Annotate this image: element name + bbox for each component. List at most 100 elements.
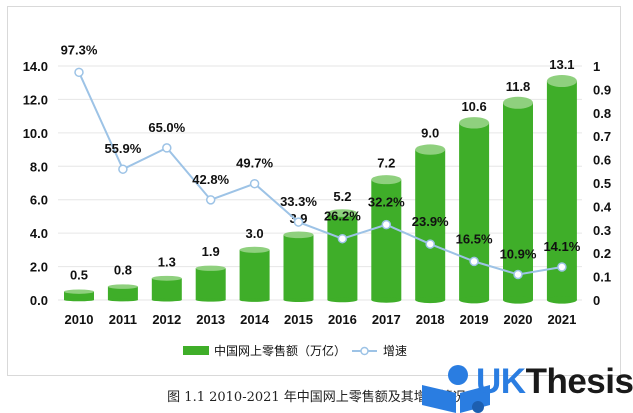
y-left-tick-label: 10.0 [23, 126, 48, 141]
bar-value-label: 13.1 [549, 57, 574, 72]
bar-base [107, 298, 138, 302]
y-left-tick-label: 2.0 [30, 260, 48, 275]
bar-base [415, 296, 446, 304]
bar [459, 122, 490, 300]
bar-top [64, 289, 94, 294]
legend-marker-line [360, 346, 369, 356]
y-right-tick-label: 0.7 [593, 129, 611, 144]
bar-value-label: 0.5 [70, 268, 88, 283]
y-left-tick-label: 14.0 [23, 59, 48, 74]
x-tick-label: 2014 [240, 312, 270, 327]
bar-base [64, 298, 94, 302]
y-right-tick-label: 0.9 [593, 82, 611, 97]
growth-point [425, 239, 435, 249]
bar-base [503, 296, 533, 304]
bar-value-label: 0.8 [114, 263, 132, 278]
bar [195, 268, 226, 300]
watermark-text: UKThesis [476, 362, 633, 401]
bar-top [415, 144, 446, 155]
bar-base [459, 296, 490, 304]
bar-value-label: 5.2 [333, 189, 351, 204]
growth-value-label: 32.2% [368, 195, 405, 210]
growth-point [557, 262, 567, 272]
bar-top [503, 96, 533, 109]
growth-value-label: 65.0% [148, 120, 185, 135]
y-right-tick-label: 0.1 [593, 270, 611, 285]
growth-point [74, 67, 84, 78]
x-tick-label: 2011 [109, 312, 137, 327]
y-left-tick-label: 4.0 [30, 226, 48, 241]
x-tick-label: 2018 [416, 312, 445, 327]
y-right-tick-label: 0.5 [593, 176, 611, 191]
x-tick-label: 2010 [65, 312, 94, 327]
bar-value-label: 1.3 [158, 254, 176, 269]
x-tick-label: 2019 [460, 312, 489, 327]
bar [107, 286, 138, 300]
growth-point [469, 256, 479, 267]
y-left-tick-label: 0.0 [30, 293, 48, 308]
growth-value-label: 26.2% [324, 209, 361, 224]
x-tick-label: 2013 [196, 312, 225, 327]
growth-point [293, 217, 304, 227]
y-left-tick-label: 12.0 [23, 92, 48, 107]
growth-value-label: 23.9% [412, 214, 449, 229]
chart: 0.0 2.0 4.0 6.0 8.0 10.0 12.0 14.0 0 0.1 0.2 0.3 0.4… [23, 42, 612, 358]
bar-base [195, 298, 226, 302]
y-right-tick-label: 0 [593, 293, 600, 308]
x-tick-label: 2016 [328, 312, 357, 327]
bar-top [151, 275, 182, 281]
bar-base [546, 296, 577, 304]
growth-point [249, 178, 260, 189]
bar-top [459, 117, 490, 129]
growth-point [118, 164, 128, 174]
y-right-tick-label: 0.6 [593, 153, 611, 168]
bar-top [327, 209, 358, 217]
bar-base [371, 297, 402, 303]
bar [371, 179, 402, 300]
bar-value-label: 9.0 [421, 126, 439, 141]
y-right-tick-label: 0.8 [593, 106, 611, 121]
figure-caption: 图 1.1 2010-2021 年中国网上零售额及其增速情况 [167, 390, 466, 405]
bar [327, 213, 358, 300]
growth-point [162, 143, 172, 153]
y-right-tick-label: 0.2 [593, 246, 611, 261]
y-right-tick-label: 0.3 [593, 223, 611, 238]
chart-frame [7, 6, 621, 376]
bar-top [107, 284, 138, 289]
bar [283, 234, 314, 300]
bar-value-label: 1.9 [202, 244, 220, 259]
growth-value-label: 16.5% [456, 231, 493, 246]
bar-top [195, 265, 226, 271]
x-tick-label: 2017 [372, 312, 401, 327]
y-right-tick-label: 0.4 [593, 199, 612, 214]
bar-value-label: 10.6 [461, 99, 486, 114]
bar [64, 291, 94, 300]
watermark-logo-icon [422, 365, 490, 413]
legend-label-bar: 中国网上零售额（万亿） [214, 343, 346, 358]
growth-value-label: 42.8% [192, 172, 229, 187]
bar-base [327, 297, 358, 303]
growth-value-label: 10.9% [500, 246, 537, 261]
x-tick-label: 2015 [284, 312, 313, 327]
bar [239, 249, 270, 300]
bar-base [239, 298, 270, 302]
bar-value-label: 7.2 [377, 156, 395, 171]
bar [503, 102, 533, 301]
y-right-tick-label: 1 [593, 59, 600, 74]
bar-base [283, 297, 314, 303]
y-left-tick-label: 8.0 [30, 159, 48, 174]
bar-top [546, 75, 577, 88]
growth-line [78, 71, 563, 276]
y-left-tick-label: 6.0 [30, 193, 48, 208]
bar-top [283, 231, 314, 239]
growth-value-label: 33.3% [280, 194, 317, 209]
growth-point [337, 233, 348, 244]
growth-value-label: 14.1% [543, 239, 580, 254]
growth-value-label: 55.9% [104, 141, 141, 156]
bar-top [239, 246, 270, 253]
bar [415, 149, 446, 300]
growth-value-label: 97.3% [61, 42, 98, 57]
legend-swatch-bar [183, 346, 209, 355]
x-tick-label: 2021 [547, 312, 576, 327]
growth-point [205, 195, 216, 205]
